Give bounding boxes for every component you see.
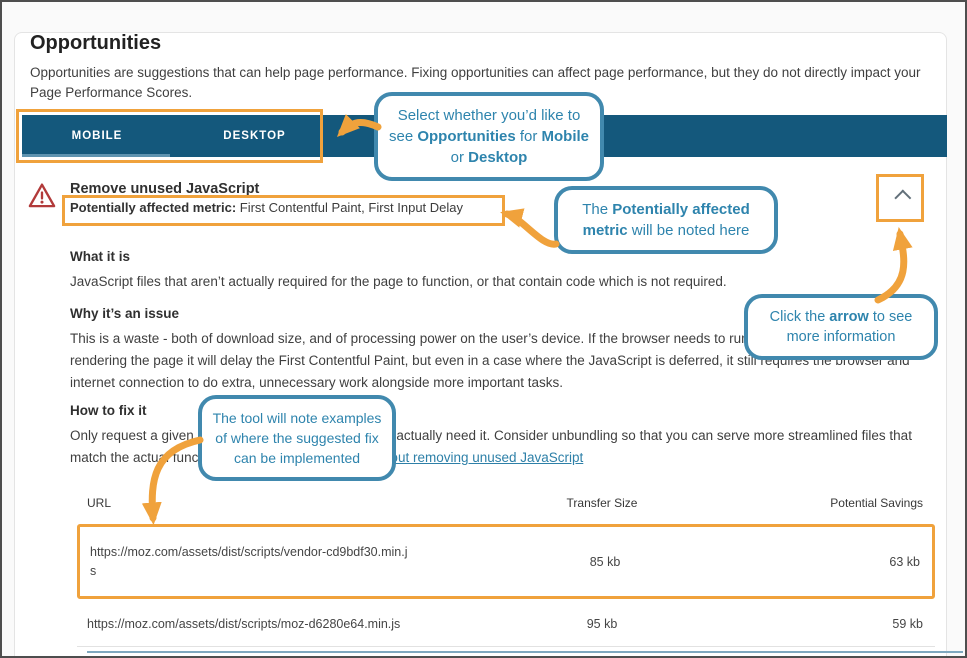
row2-url: https://moz.com/assets/dist/scripts/moz-… — [87, 616, 401, 631]
row2-potential-savings: 59 kb — [892, 616, 923, 631]
page-description-line2: Page Performance Scores. — [30, 85, 193, 100]
tab-desktop-label: DESKTOP — [223, 130, 286, 142]
affected-metric-value: First Contentful Paint, First Input Dela… — [236, 200, 464, 215]
row1-url: https://moz.com/assets/dist/scripts/vend… — [80, 543, 485, 581]
collapse-button[interactable] — [876, 174, 924, 222]
table-row: https://moz.com/assets/dist/scripts/moz-… — [77, 601, 935, 647]
chevron-up-icon — [894, 189, 912, 207]
callout-examples: The tool will note examples of where the… — [198, 395, 396, 481]
callout-examples-text: The tool will note examples of where the… — [212, 410, 382, 466]
callout-select-bold3: Desktop — [468, 149, 528, 166]
row2-transfer-size: 95 kb — [586, 616, 618, 631]
row1-potential-savings: 63 kb — [889, 555, 920, 569]
bottom-divider — [87, 651, 963, 653]
callout-expand-arrow: Click the arrow to see more information — [744, 294, 938, 360]
active-tab-underline — [22, 154, 170, 157]
callout-expand-text1: Click the — [769, 309, 830, 325]
removing-unused-js-link[interactable]: more about removing unused JavaScript — [340, 450, 584, 465]
affected-metric-label: Potentially affected metric: — [70, 200, 237, 215]
callout-metric-text2: will be noted here — [627, 222, 750, 239]
what-it-is-body: JavaScript files that aren’t actually re… — [70, 274, 727, 289]
table-header-row: URL Transfer Size Potential Savings — [77, 496, 935, 510]
callout-select-bold2: Mobile — [541, 128, 590, 145]
annotation-box-tabs — [16, 109, 323, 163]
row1-transfer-size: 85 kb — [589, 555, 621, 569]
why-issue-body: This is a waste - both of download size,… — [70, 331, 910, 390]
tab-mobile-label: MOBILE — [71, 130, 123, 142]
page-title: Opportunities — [30, 32, 162, 54]
header-transfer-size: Transfer Size — [566, 496, 638, 510]
header-potential-savings: Potential Savings — [830, 496, 923, 510]
what-it-is-heading: What it is — [70, 249, 130, 264]
tab-desktop[interactable]: DESKTOP — [172, 115, 337, 157]
callout-metric-bold1: Potentially affected metric — [582, 201, 750, 239]
row1-url-text: https://moz.com/assets/dist/scripts/vend… — [90, 545, 408, 578]
callout-expand-text2: to see more information — [786, 309, 913, 345]
callout-metric-text1: The — [582, 201, 613, 218]
callout-metric: The Potentially affected metric will be … — [554, 186, 778, 254]
callout-select-text2: for — [515, 128, 542, 145]
page-description-line1: Opportunities are suggestions that can h… — [30, 65, 921, 80]
how-to-fix-heading: How to fix it — [70, 403, 147, 418]
tab-mobile[interactable]: MOBILE — [22, 115, 172, 157]
callout-select-text3: or — [450, 149, 469, 166]
why-issue-heading: Why it’s an issue — [70, 306, 180, 321]
header-url: URL — [87, 496, 112, 510]
callout-select-text1: Select whether you’d like to see — [388, 107, 581, 145]
callout-select-device: Select whether you’d like to see Opportu… — [374, 92, 604, 181]
page-description: Opportunities are suggestions that can h… — [30, 63, 945, 103]
callout-expand-bold1: arrow — [829, 309, 869, 325]
table-row: https://moz.com/assets/dist/scripts/vend… — [80, 528, 932, 596]
callout-select-bold1: Opportunities — [417, 128, 516, 145]
affected-metric-line: Potentially affected metric: First Conte… — [70, 200, 463, 215]
warning-triangle-icon — [28, 183, 56, 208]
annotation-box-table-row — [77, 524, 935, 599]
opportunity-title: Remove unused JavaScript — [70, 181, 260, 197]
